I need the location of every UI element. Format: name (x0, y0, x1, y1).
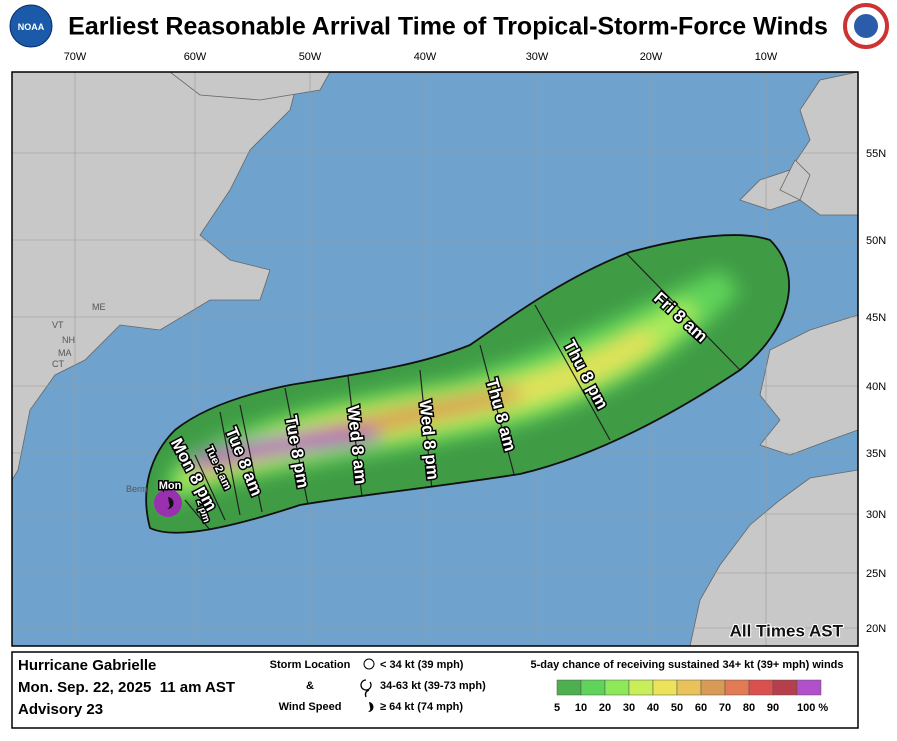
longitude-label: 20W (640, 51, 663, 63)
icon-weak (363, 658, 375, 670)
longitude-label: 60W (184, 51, 207, 63)
north-america (12, 72, 301, 481)
probability-swatch (652, 679, 678, 696)
iberia (759, 314, 858, 456)
longitude-label: 50W (299, 51, 322, 63)
time-lines (184, 251, 741, 531)
storm-core (154, 489, 182, 517)
probability-label: 30 (623, 702, 635, 714)
place-label: NH (62, 335, 75, 345)
advisory-date: Mon. Sep. 22, 2025 11 am AST (18, 679, 235, 696)
graticule (12, 72, 858, 646)
probability-label: 50 (671, 702, 683, 714)
longitude-label: 30W (526, 51, 549, 63)
probability-legend-title: 5-day chance of receiving sustained 34+ … (531, 659, 844, 671)
probability-label: 5 (554, 702, 560, 714)
storm-legend-item: 34-63 kt (39-73 mph) (380, 680, 486, 692)
latitude-label: 50N (866, 235, 886, 247)
icon-hurricane (368, 702, 374, 713)
probability-swatch (580, 679, 606, 696)
place-label: CT (52, 359, 64, 369)
storm-legend-heading: Wind Speed (279, 701, 342, 713)
icon-storm (360, 679, 372, 698)
probability-label: 10 (575, 702, 587, 714)
probability-label: 60 (695, 702, 707, 714)
probability-legend: 5 10 20 30 40 50 60 70 80 90 100 % (554, 679, 828, 714)
latitude-labels: 55N 50N 45N 40N 35N 30N 25N 20N (866, 148, 886, 635)
latitude-label: 25N (866, 568, 886, 580)
probability-label: 20 (599, 702, 611, 714)
latitude-label: 30N (866, 509, 886, 521)
storm-legend-amp: & (306, 680, 314, 692)
storm-icon (167, 497, 174, 510)
place-label: MA (58, 348, 72, 358)
probability-swatch (772, 679, 798, 696)
probability-swatch (748, 679, 774, 696)
probability-swatch (676, 679, 702, 696)
storm-legend-items: < 34 kt (39 mph) 34-63 kt (39-73 mph) ≥ 64… (380, 659, 486, 713)
longitude-labels: 70W 60W 50W 40W 30W 20W 10W (64, 51, 778, 63)
storm-legend-item: < 34 kt (39 mph) (380, 659, 464, 671)
longitude-label: 70W (64, 51, 87, 63)
storm-legend-item: ≥ 64 kt (74 mph) (380, 701, 463, 713)
probability-swatch (724, 679, 750, 696)
latitude-label: 55N (866, 148, 886, 160)
longitude-label: 40W (414, 51, 437, 63)
probability-label: 90 (767, 702, 779, 714)
nws-logo-inner (854, 14, 878, 38)
probability-swatch (796, 679, 822, 696)
timezone-note: All Times AST (730, 621, 844, 640)
map-border (11, 71, 859, 647)
probability-label: 80 (743, 702, 755, 714)
latitude-label: 20N (866, 623, 886, 635)
probability-swatch (556, 679, 582, 696)
title: Earliest Reasonable Arrival Time of Trop… (68, 13, 828, 41)
probability-label: 40 (647, 702, 659, 714)
probability-label: 70 (719, 702, 731, 714)
advisory-number: Advisory 23 (18, 701, 103, 718)
probability-label: 100 % (797, 702, 828, 714)
place-label: ME (92, 302, 106, 312)
probability-swatch (628, 679, 654, 696)
latitude-label: 45N (866, 312, 886, 324)
probability-swatch (604, 679, 630, 696)
probability-swatch (700, 679, 726, 696)
place-label: Berm (126, 484, 148, 494)
europe-north (739, 72, 858, 216)
storm-legend-heading: Storm Location (270, 659, 351, 671)
latitude-label: 35N (866, 448, 886, 460)
arrival-time-label: Mon (159, 480, 182, 492)
place-label: VT (52, 320, 64, 330)
noaa-logo (9, 4, 53, 48)
ireland (779, 159, 811, 201)
noaa-logo-text: NOAA (18, 22, 45, 32)
latitude-label: 40N (866, 381, 886, 393)
storm-name: Hurricane Gabrielle (18, 657, 156, 674)
longitude-label: 10W (755, 51, 778, 63)
